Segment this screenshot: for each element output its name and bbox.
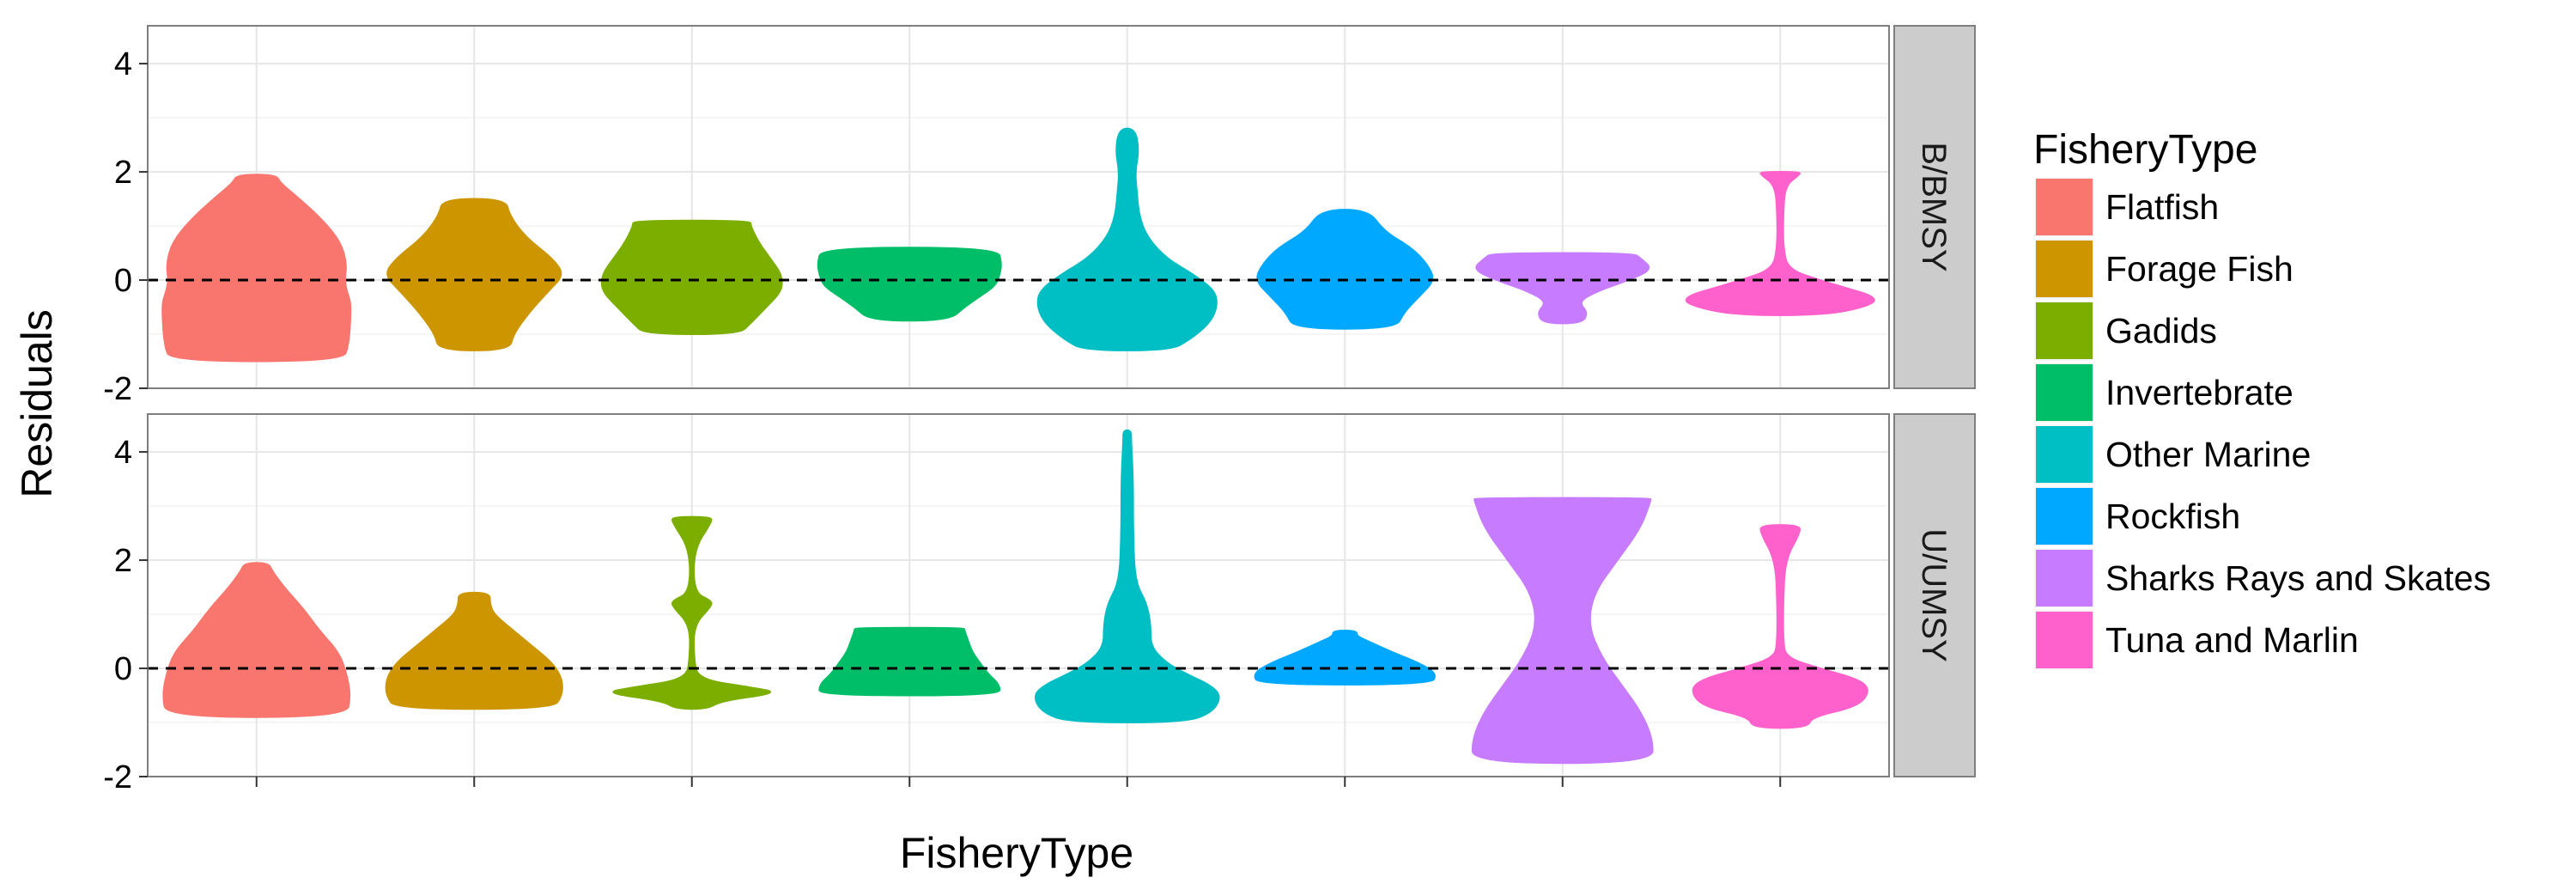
legend-items: Flatfish Forage Fish Gadids Invertebrate Oth…	[2032, 174, 2491, 673]
legend-label: Rockfish	[2105, 497, 2240, 536]
y-tick-label: 0	[114, 263, 132, 299]
facet-strip	[1893, 25, 1976, 389]
violin-other-marine	[1036, 127, 1218, 351]
violin-flatfish	[162, 562, 351, 718]
legend-item: Sharks Rays and Skates	[2032, 546, 2491, 611]
violin-forage-fish	[386, 198, 562, 351]
facet-strip-label: U/UMSY	[1915, 528, 1953, 662]
x-axis-title: FisheryType	[900, 829, 1133, 877]
violin-sharks-rays-and-skates	[1475, 252, 1650, 325]
legend-label: Gadids	[2105, 311, 2217, 350]
panel-border	[147, 413, 1890, 777]
facet-strip-label: B/BMSY	[1915, 142, 1953, 271]
violin-tuna-and-marlin	[1685, 171, 1875, 316]
panels: -2 0 2 4 B/BMSY -2 0 2 4 U/UMSY	[103, 25, 1976, 795]
violin-rockfish	[1254, 629, 1436, 686]
legend-title: FisheryType	[2033, 127, 2257, 173]
y-tick-label: 4	[114, 46, 132, 82]
legend-swatch	[2036, 179, 2093, 235]
legend-swatch	[2036, 612, 2093, 668]
legend-label: Invertebrate	[2105, 373, 2293, 412]
y-axis-title: Residuals	[13, 309, 61, 498]
legend-item: Rockfish	[2032, 484, 2240, 549]
y-tick-label: -2	[103, 759, 132, 795]
y-tick-label: 2	[114, 155, 132, 191]
y-tick-label: -2	[103, 371, 132, 407]
violin-tuna-and-marlin	[1692, 524, 1868, 729]
legend-swatch	[2036, 241, 2093, 297]
violin-invertebrate	[817, 247, 1002, 322]
facet-strip	[1893, 413, 1976, 777]
violin-flatfish	[161, 174, 352, 363]
legend-item: Other Marine	[2032, 422, 2311, 487]
y-tick-label: 2	[114, 543, 132, 579]
panel-border	[147, 25, 1890, 389]
legend-label: Flatfish	[2105, 187, 2219, 227]
panel-1: -2 0 2 4 U/UMSY	[103, 413, 1976, 795]
y-tick-label: 0	[114, 651, 132, 687]
violin-sharks-rays-and-skates	[1471, 497, 1654, 765]
legend-swatch	[2036, 426, 2093, 483]
legend-item: Invertebrate	[2032, 360, 2293, 425]
violin-other-marine	[1034, 429, 1220, 724]
legend-swatch	[2036, 550, 2093, 606]
violin-gadids	[612, 515, 771, 710]
legend-item: Gadids	[2032, 298, 2217, 363]
legend-swatch	[2036, 488, 2093, 545]
legend-item: Tuna and Marlin	[2032, 607, 2359, 673]
legend-label: Forage Fish	[2105, 249, 2293, 289]
violin-invertebrate	[818, 626, 1001, 697]
panel-0: -2 0 2 4 B/BMSY	[103, 25, 1976, 407]
legend-item: Flatfish	[2032, 174, 2219, 240]
legend-item: Forage Fish	[2032, 236, 2293, 302]
violin-gadids	[600, 219, 783, 336]
legend-swatch	[2036, 302, 2093, 359]
violin-forage-fish	[385, 591, 563, 710]
legend-swatch	[2036, 364, 2093, 421]
legend: FisheryType Flatfish Forage Fish Gadids Inv…	[2032, 127, 2491, 673]
legend-label: Other Marine	[2105, 435, 2311, 474]
legend-label: Tuna and Marlin	[2105, 620, 2359, 660]
legend-label: Sharks Rays and Skates	[2105, 558, 2491, 598]
violin-rockfish	[1256, 209, 1434, 330]
y-tick-label: 4	[114, 435, 132, 471]
